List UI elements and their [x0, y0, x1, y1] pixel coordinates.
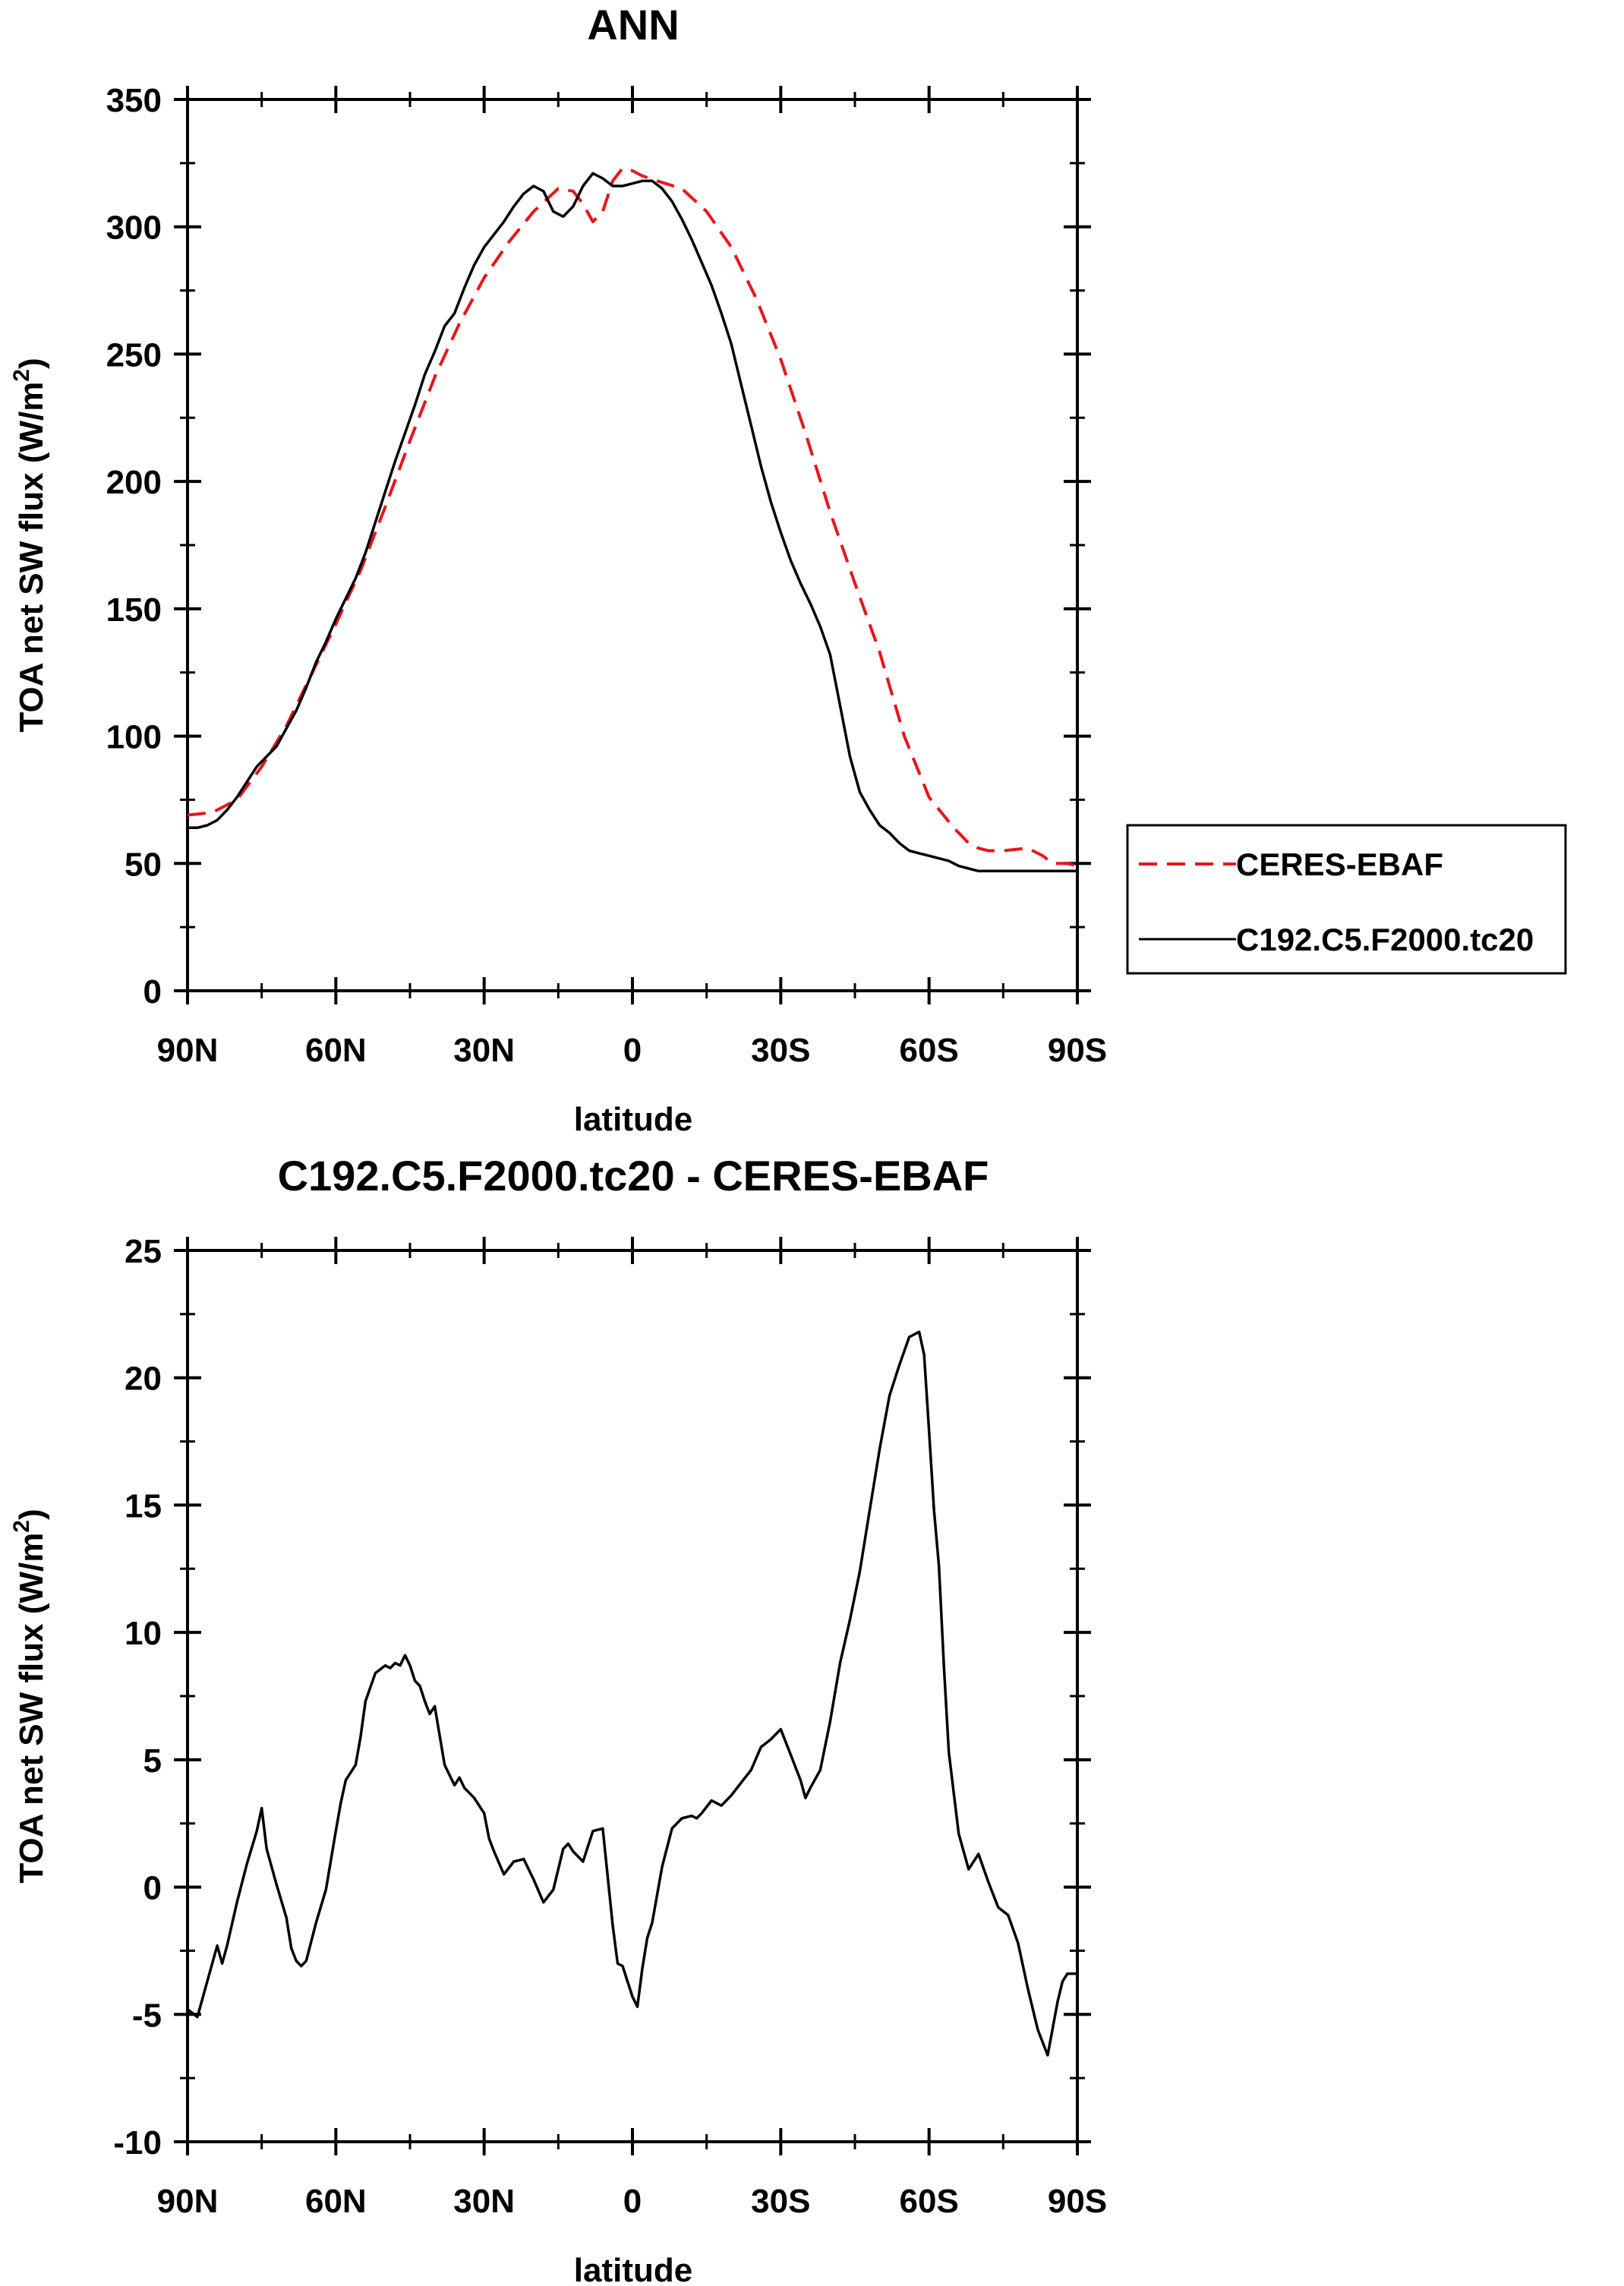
legend-label-model: C192.C5.F2000.tc20 [1236, 922, 1534, 957]
tick-marks [174, 86, 1091, 1004]
plot-frame [186, 98, 1079, 992]
y-tick-label: 150 [106, 591, 162, 629]
y-tick-label: 0 [143, 1870, 162, 1907]
x-tick-label: 90S [1048, 2183, 1107, 2220]
series-lines [187, 166, 1078, 873]
x-tick-label: 30S [751, 2183, 810, 2220]
x-tick-label: 60S [900, 1032, 959, 1069]
x-tick-label: 60S [900, 2183, 959, 2220]
x-tick-label: 90S [1048, 1032, 1107, 1069]
x-axis-label: latitude [574, 2252, 692, 2286]
y-tick-label: 10 [125, 1615, 162, 1652]
y-tick-label: 100 [106, 719, 162, 756]
x-axis-label: latitude [574, 1101, 692, 1138]
tick-marks [174, 1237, 1091, 2155]
x-tick-labels: 90N 60N 30N 0 30S 60S 90S [157, 1032, 1108, 1069]
series-lines [186, 1330, 1077, 2057]
x-tick-label: 30N [453, 1032, 515, 1069]
y-tick-label: 200 [106, 464, 162, 501]
x-tick-label: 60N [305, 1032, 367, 1069]
y-tick-label: 50 [125, 846, 162, 883]
y-tick-label: 0 [143, 973, 162, 1011]
series-line-0 [186, 1330, 1077, 2057]
y-tick-label: 25 [125, 1233, 162, 1270]
chart-ann: ANN 0 50 100 150 200 250 300 350 90N 60N 30N 0 30S 6… [9, 1, 1567, 1138]
legend-box [1126, 824, 1567, 975]
x-tick-label: 60N [305, 2183, 367, 2220]
chart-difference: C192.C5.F2000.tc20 - CERES-EBAF -10 -5 0 5 1… [9, 1152, 1107, 2286]
x-tick-label: 0 [623, 1032, 642, 1069]
y-tick-label: -5 [132, 1997, 162, 2034]
y-tick-labels: -10 -5 0 5 10 15 20 25 [113, 1233, 162, 2161]
x-tick-label: 30N [453, 2183, 515, 2220]
y-tick-label: 300 [106, 210, 162, 247]
y-tick-label: 15 [125, 1487, 162, 1525]
y-tick-label: 250 [106, 336, 162, 374]
y-tick-label: 20 [125, 1361, 162, 1398]
legend-label-ceres: CERES-EBAF [1236, 847, 1443, 882]
x-tick-labels: 90N 60N 30N 0 30S 60S 90S [157, 2183, 1108, 2220]
y-axis-label: TOA net SW flux (W/m2) [9, 358, 50, 732]
chart-title: C192.C5.F2000.tc20 - CERES-EBAF [278, 1152, 989, 1200]
y-tick-label: 5 [143, 1742, 162, 1780]
series-line-0 [187, 166, 1078, 868]
x-tick-label: 0 [623, 2183, 642, 2220]
x-tick-label: 30S [751, 1032, 810, 1069]
chart-title: ANN [587, 1, 679, 49]
y-tick-label: -10 [113, 2124, 162, 2161]
series-line-1 [188, 172, 1077, 873]
x-tick-label: 90N [157, 2183, 219, 2220]
y-tick-labels: 0 50 100 150 200 250 300 350 [106, 82, 162, 1011]
legend: CERES-EBAF C192.C5.F2000.tc20 [1126, 824, 1567, 975]
y-axis-label: TOA net SW flux (W/m2) [9, 1509, 50, 1883]
y-tick-label: 350 [106, 82, 162, 119]
plot-frame [186, 1249, 1079, 2143]
x-tick-label: 90N [157, 1032, 219, 1069]
